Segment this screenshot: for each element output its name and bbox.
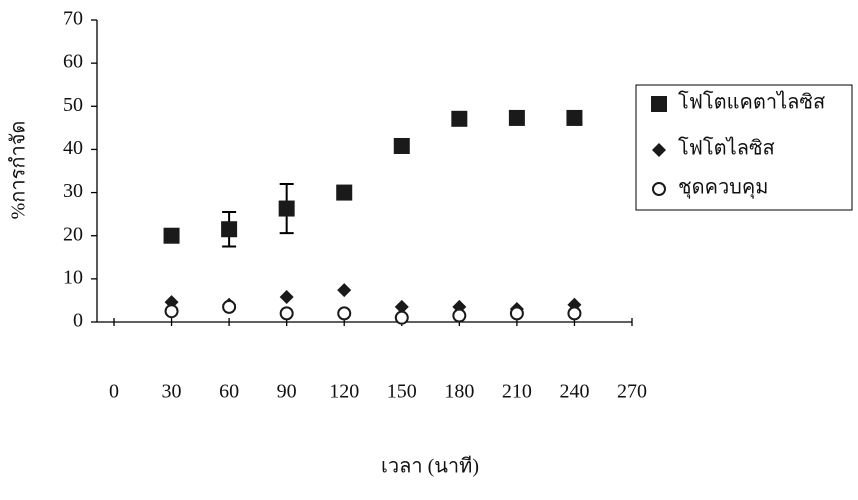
y-tick-label: 0 <box>73 310 83 332</box>
legend-marker <box>652 143 666 157</box>
y-tick-label: 30 <box>63 180 83 202</box>
point <box>337 283 352 298</box>
legend-box <box>635 84 853 211</box>
legend-label: โฟโตแคตาไลซิส <box>678 91 825 114</box>
legend-label: ชุดควบคุม <box>678 177 768 200</box>
legend-marker <box>651 96 667 112</box>
point <box>337 306 352 321</box>
point <box>567 306 582 321</box>
point <box>221 221 238 238</box>
point <box>222 299 237 314</box>
point <box>394 310 409 325</box>
x-axis-label: เวลา (นาที) <box>381 456 479 478</box>
x-tick-label: 240 <box>559 381 589 403</box>
point <box>336 184 353 201</box>
y-axis-label: %การกำจัด <box>8 121 30 220</box>
y-tick-label: 60 <box>63 51 83 73</box>
x-tick-label: 180 <box>444 381 474 403</box>
point <box>394 299 409 314</box>
point <box>279 289 294 304</box>
point <box>279 306 294 321</box>
x-tick-label: 30 <box>162 381 182 403</box>
x-tick-label: 270 <box>617 381 647 403</box>
legend-label: โฟโตไลซิส <box>678 137 775 160</box>
x-tick-label: 150 <box>387 381 417 403</box>
y-tick-label: 20 <box>63 223 83 245</box>
y-tick-label: 50 <box>63 94 83 116</box>
y-tick-label: 40 <box>63 137 83 159</box>
point <box>452 308 467 323</box>
point <box>509 306 524 321</box>
point <box>164 304 179 319</box>
point <box>163 227 180 244</box>
point <box>451 110 468 127</box>
y-tick-label: 10 <box>63 266 83 288</box>
x-tick-label: 90 <box>277 381 297 403</box>
point <box>278 200 295 217</box>
x-tick-label: 210 <box>502 381 532 403</box>
x-tick-label: 60 <box>219 381 239 403</box>
point <box>393 137 410 154</box>
legend-marker <box>652 182 666 196</box>
y-tick-label: 70 <box>63 8 83 30</box>
x-tick-label: 0 <box>109 381 119 403</box>
x-tick-label: 120 <box>329 381 359 403</box>
point <box>566 109 583 126</box>
point <box>508 109 525 126</box>
